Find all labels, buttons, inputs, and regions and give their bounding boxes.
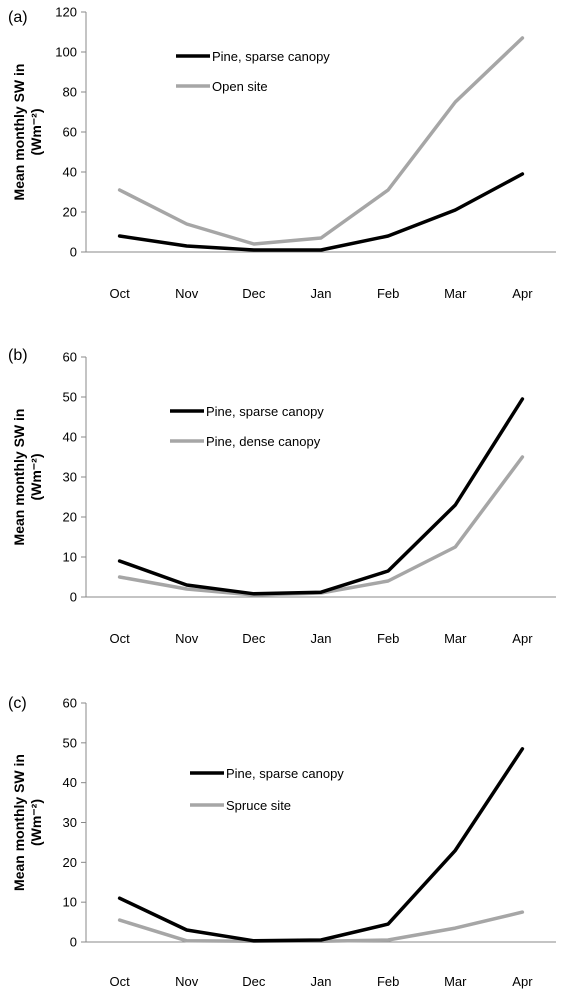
- y-tick-label: 60: [63, 350, 77, 365]
- y-tick-label: 120: [55, 5, 77, 20]
- x-tick-label: Apr: [512, 631, 533, 646]
- series-line-1: [117, 172, 525, 252]
- series-line-1: [117, 747, 525, 943]
- series-line-1: [117, 397, 525, 596]
- y-tick-label: 10: [63, 895, 77, 910]
- x-tick-label: Jan: [311, 631, 332, 646]
- y-tick-label: 0: [70, 935, 77, 950]
- x-tick-label: Apr: [512, 974, 533, 989]
- y-tick-label: 0: [70, 590, 77, 605]
- chart-panel-1: (a) Mean monthly SW in (Wm⁻²) 0 20 40 60 80 100 1…: [8, 5, 556, 301]
- x-tick-label: Feb: [377, 974, 399, 989]
- y-tick-label: 20: [63, 855, 77, 870]
- y-axis-title-line-2: (Wm⁻²): [28, 799, 44, 846]
- panel-label: (a): [8, 9, 28, 26]
- y-tick-label: 40: [63, 775, 77, 790]
- y-tick-label: 40: [63, 430, 77, 445]
- x-tick-label: Nov: [175, 286, 199, 301]
- legend-label-1: Pine, sparse canopy: [206, 404, 324, 419]
- y-tick-label: 20: [63, 205, 77, 220]
- legend-label-1: Pine, sparse canopy: [212, 49, 330, 64]
- y-axis-title-line-2: (Wm⁻²): [28, 108, 44, 155]
- series-line-2: [117, 36, 525, 246]
- x-tick-label: Nov: [175, 974, 199, 989]
- x-tick-label: Dec: [242, 974, 266, 989]
- legend-label-2: Open site: [212, 79, 268, 94]
- x-tick-label: Mar: [444, 974, 467, 989]
- chart-panel-2: (b) Mean monthly SW in (Wm⁻²) 0 10 20 30 40 50 60…: [8, 347, 556, 646]
- x-tick-label: Mar: [444, 286, 467, 301]
- panel-label: (b): [8, 347, 28, 364]
- y-tick-label: 30: [63, 815, 77, 830]
- legend-label-1: Pine, sparse canopy: [226, 766, 344, 781]
- y-tick-label: 40: [63, 165, 77, 180]
- y-axis-title-line-2: (Wm⁻²): [28, 453, 44, 500]
- y-tick-label: 30: [63, 470, 77, 485]
- y-tick-label: 60: [63, 125, 77, 140]
- x-tick-label: Feb: [377, 286, 399, 301]
- y-axis-title-line-1: Mean monthly SW in: [11, 64, 27, 201]
- x-tick-label: Oct: [109, 631, 130, 646]
- x-tick-label: Oct: [109, 286, 130, 301]
- y-axis-title-line-1: Mean monthly SW in: [11, 409, 27, 546]
- y-axis-title-line-1: Mean monthly SW in: [11, 754, 27, 891]
- y-tick-label: 100: [55, 45, 77, 60]
- y-tick-label: 10: [63, 550, 77, 565]
- legend-label-2: Spruce site: [226, 798, 291, 813]
- legend-label-2: Pine, dense canopy: [206, 434, 321, 449]
- y-tick-label: 50: [63, 390, 77, 405]
- x-tick-label: Nov: [175, 631, 199, 646]
- x-tick-label: Dec: [242, 631, 266, 646]
- x-tick-label: Dec: [242, 286, 266, 301]
- series-line-2: [117, 455, 525, 597]
- y-tick-label: 50: [63, 735, 77, 750]
- x-tick-label: Jan: [311, 286, 332, 301]
- y-tick-label: 20: [63, 510, 77, 525]
- chart-panel-3: (c) Mean monthly SW in (Wm⁻²) 0 10 20 30 40 50 60…: [8, 695, 556, 989]
- x-tick-label: Mar: [444, 631, 467, 646]
- panel-label: (c): [8, 695, 27, 712]
- x-tick-label: Feb: [377, 631, 399, 646]
- y-tick-label: 0: [70, 245, 77, 260]
- y-tick-label: 80: [63, 85, 77, 100]
- y-tick-label: 60: [63, 696, 77, 711]
- x-tick-label: Jan: [311, 974, 332, 989]
- x-tick-label: Oct: [109, 974, 130, 989]
- x-tick-label: Apr: [512, 286, 533, 301]
